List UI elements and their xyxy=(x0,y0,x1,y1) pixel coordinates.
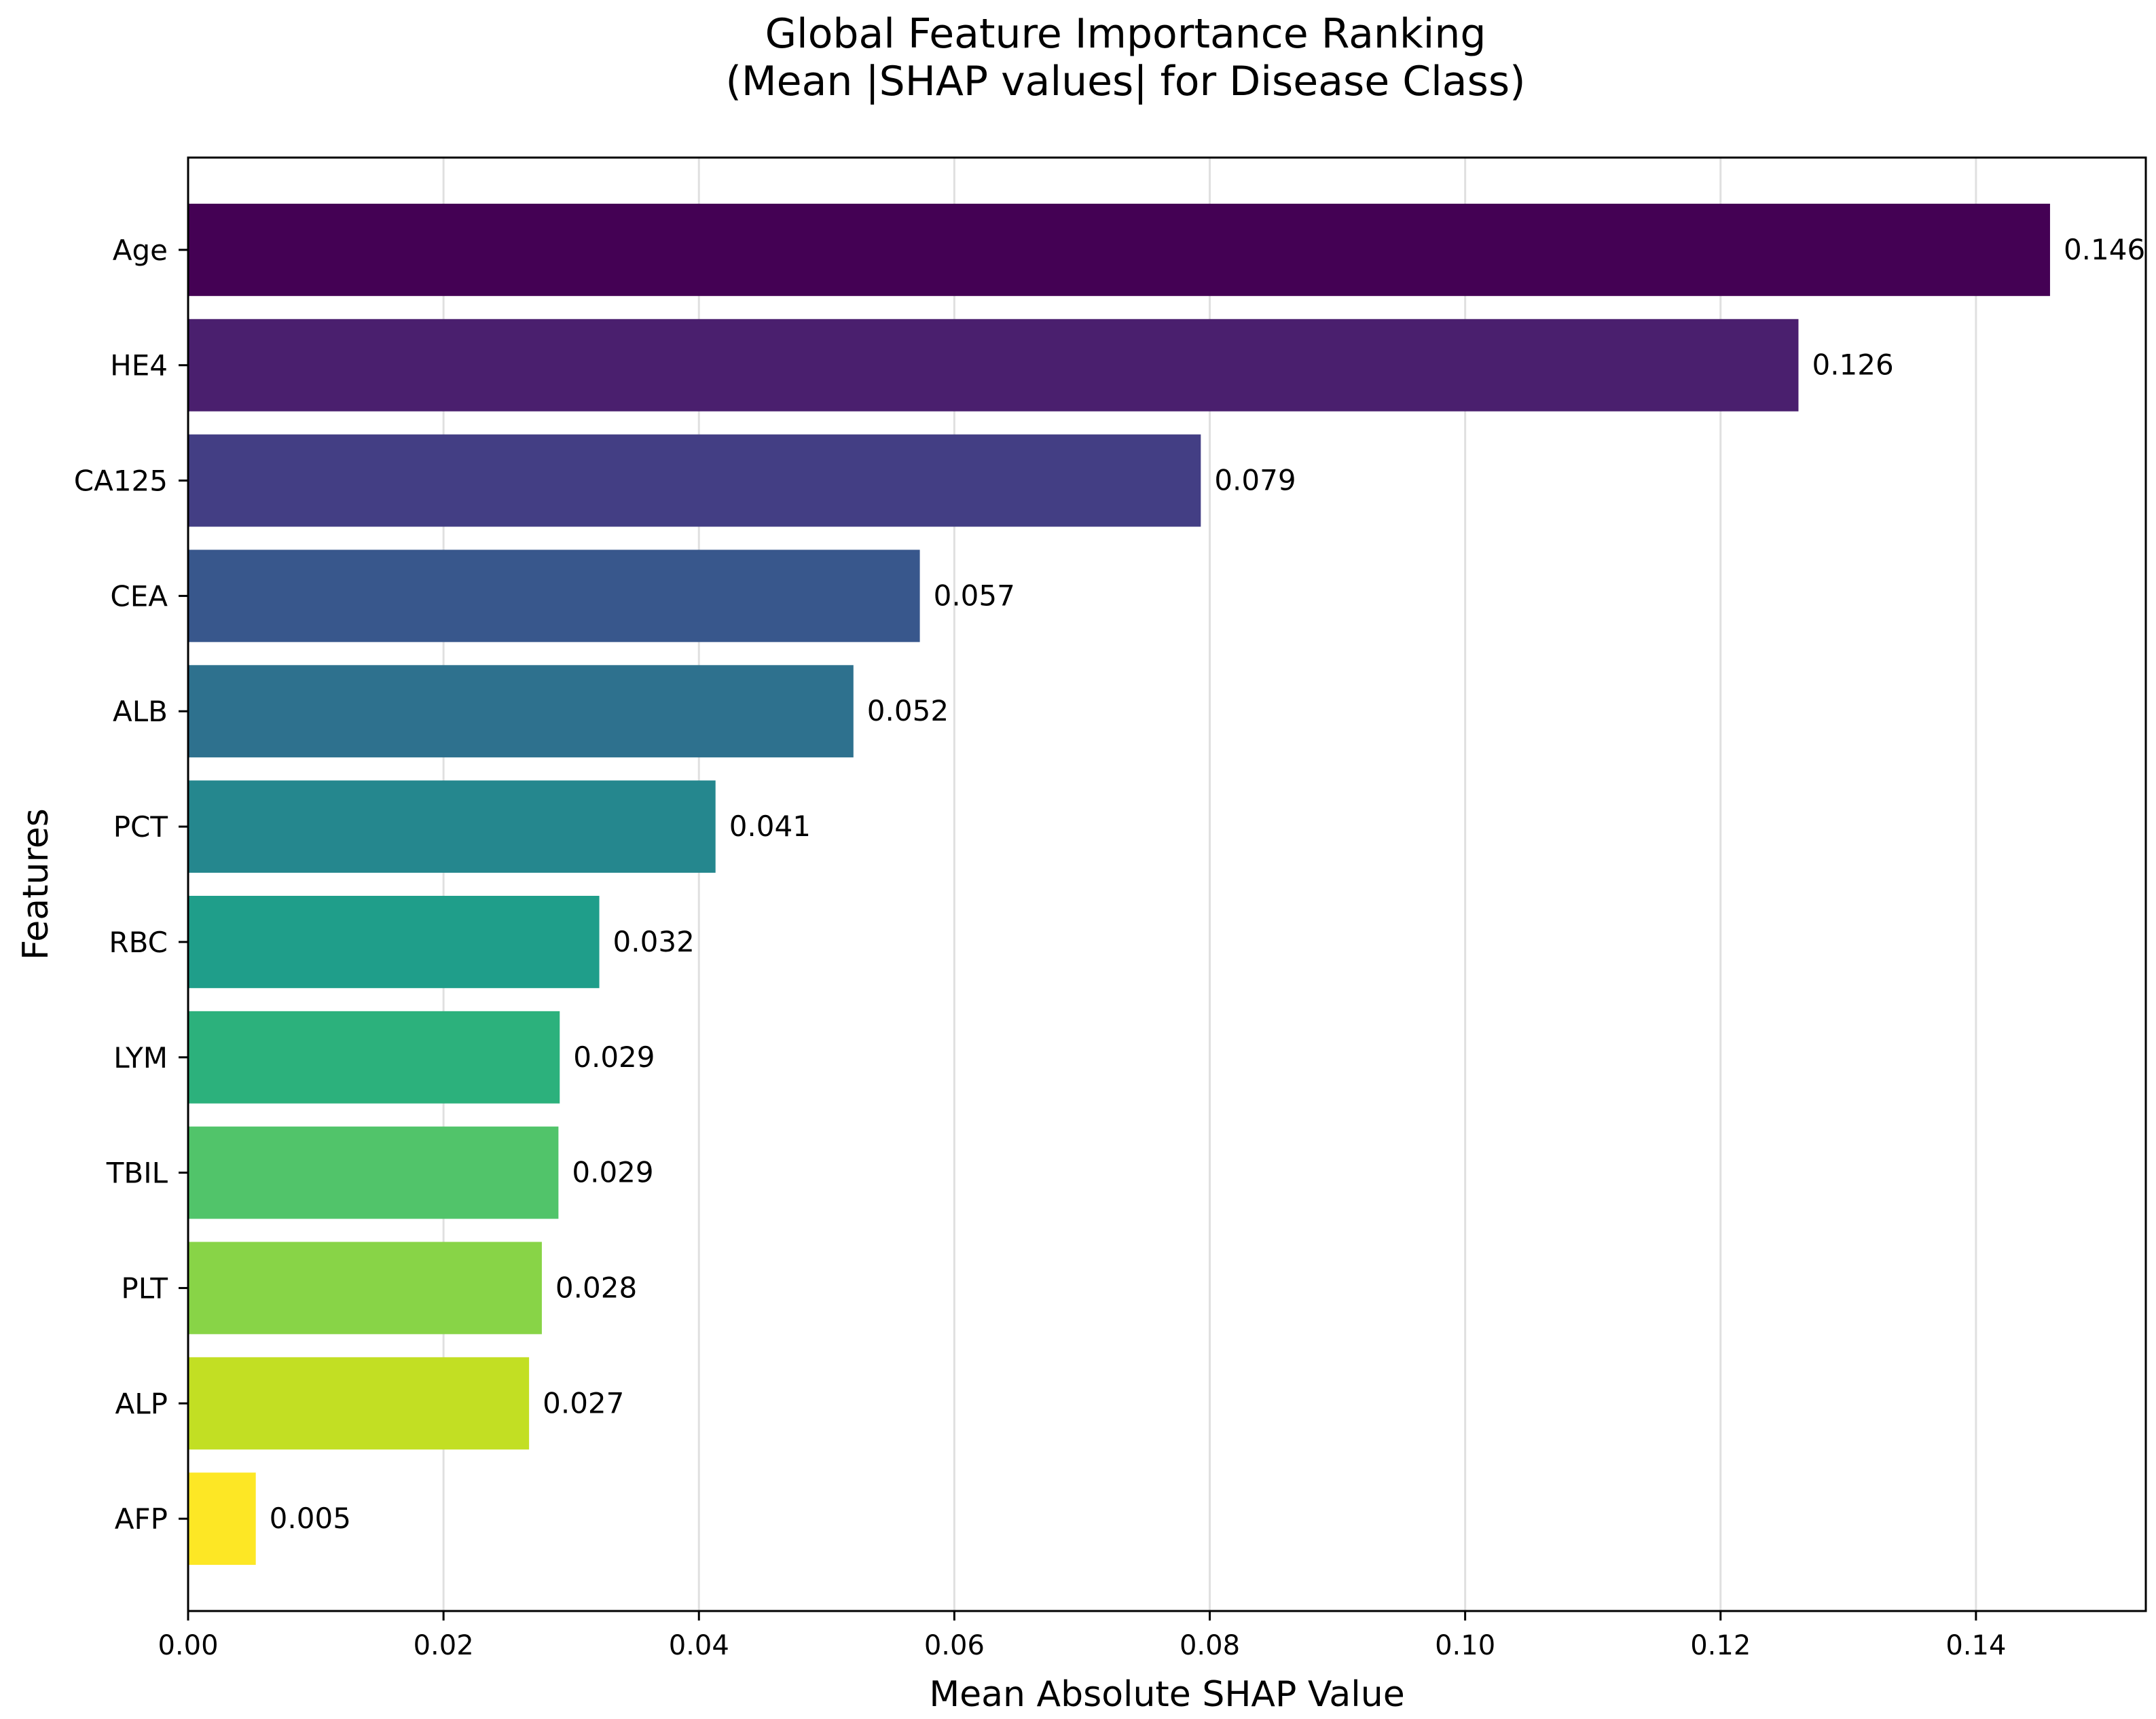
plot-frame xyxy=(187,156,2147,1612)
y-tick-label: ALB xyxy=(113,695,168,728)
x-axis-title: Mean Absolute SHAP Value xyxy=(929,1674,1404,1715)
y-tick-label: RBC xyxy=(109,926,168,959)
bar-lym xyxy=(188,1011,560,1104)
x-tick-label: 0.14 xyxy=(1945,1630,2006,1661)
x-tick-label: 0.00 xyxy=(158,1630,218,1661)
y-tick-label: TBIL xyxy=(106,1157,168,1190)
y-tick-label: AFP xyxy=(115,1502,168,1536)
y-tick-label: PLT xyxy=(121,1271,168,1305)
bar-afp xyxy=(188,1472,256,1566)
x-tick-label: 0.10 xyxy=(1435,1630,1495,1661)
y-tick-label: HE4 xyxy=(110,349,168,382)
bar-alb xyxy=(188,665,854,758)
bar-he4 xyxy=(188,319,1799,412)
bar-tbil xyxy=(188,1126,559,1219)
data-label: 0.027 xyxy=(543,1386,624,1419)
bar-ca125 xyxy=(188,434,1201,527)
data-label: 0.057 xyxy=(934,579,1015,612)
x-tick-label: 0.08 xyxy=(1180,1630,1240,1661)
bar-rbc xyxy=(188,895,600,988)
data-label: 0.029 xyxy=(573,1041,655,1074)
data-label: 0.052 xyxy=(867,694,949,727)
bar-plt xyxy=(188,1242,542,1335)
x-tick-label: 0.02 xyxy=(414,1630,474,1661)
data-label: 0.126 xyxy=(1812,348,1893,382)
y-tick-label: ALP xyxy=(115,1387,168,1420)
bar-pct xyxy=(188,780,716,873)
y-tick-label: CEA xyxy=(110,579,168,613)
y-tick-label: LYM xyxy=(113,1041,168,1074)
bar-age xyxy=(188,203,2050,296)
data-label: 0.041 xyxy=(729,810,811,843)
y-tick-label: Age xyxy=(113,234,168,267)
data-label: 0.029 xyxy=(572,1156,653,1189)
bar-cea xyxy=(188,549,920,643)
data-label: 0.032 xyxy=(613,925,695,958)
chart-title: Global Feature Importance Ranking xyxy=(765,10,1486,58)
x-tick-label: 0.06 xyxy=(924,1630,985,1661)
data-label: 0.028 xyxy=(555,1271,637,1304)
data-label: 0.079 xyxy=(1214,464,1296,497)
data-label: 0.146 xyxy=(2064,233,2145,266)
y-tick-label: CA125 xyxy=(74,465,168,498)
chart-subtitle: (Mean |SHAP values| for Disease Class) xyxy=(725,58,1526,105)
y-tick-label: PCT xyxy=(113,810,168,844)
y-axis-title: Features xyxy=(16,808,56,960)
x-tick-label: 0.12 xyxy=(1690,1630,1751,1661)
data-label: 0.005 xyxy=(270,1502,351,1535)
bar-alp xyxy=(188,1357,530,1450)
x-tick-label: 0.04 xyxy=(669,1630,729,1661)
